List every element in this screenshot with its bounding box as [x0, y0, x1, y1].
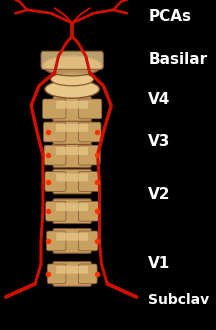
FancyBboxPatch shape — [43, 99, 66, 119]
FancyBboxPatch shape — [56, 203, 88, 211]
FancyBboxPatch shape — [56, 101, 88, 109]
FancyBboxPatch shape — [46, 231, 66, 251]
Text: V3: V3 — [148, 134, 171, 149]
Ellipse shape — [51, 73, 94, 86]
FancyBboxPatch shape — [56, 147, 88, 155]
Text: Basilar: Basilar — [148, 52, 207, 67]
Text: V4: V4 — [148, 91, 171, 107]
FancyBboxPatch shape — [56, 266, 88, 274]
Ellipse shape — [45, 80, 100, 98]
FancyBboxPatch shape — [45, 172, 66, 191]
FancyBboxPatch shape — [53, 143, 92, 168]
FancyBboxPatch shape — [53, 96, 92, 121]
FancyBboxPatch shape — [78, 145, 100, 165]
FancyBboxPatch shape — [78, 264, 97, 284]
Ellipse shape — [43, 56, 102, 76]
FancyBboxPatch shape — [56, 174, 88, 182]
FancyBboxPatch shape — [44, 145, 66, 165]
Text: V2: V2 — [148, 187, 171, 202]
FancyBboxPatch shape — [47, 264, 66, 284]
FancyBboxPatch shape — [78, 231, 98, 251]
Text: PCAs: PCAs — [148, 9, 191, 24]
FancyBboxPatch shape — [53, 199, 92, 224]
FancyBboxPatch shape — [43, 122, 66, 142]
FancyBboxPatch shape — [53, 228, 92, 253]
FancyBboxPatch shape — [53, 261, 92, 286]
FancyBboxPatch shape — [56, 124, 88, 132]
FancyBboxPatch shape — [78, 99, 102, 119]
Text: V1: V1 — [148, 256, 170, 272]
FancyBboxPatch shape — [78, 122, 101, 142]
FancyBboxPatch shape — [78, 201, 99, 221]
FancyBboxPatch shape — [41, 51, 103, 69]
Text: Subclav: Subclav — [148, 293, 209, 307]
FancyBboxPatch shape — [53, 169, 92, 194]
FancyBboxPatch shape — [78, 172, 100, 191]
FancyBboxPatch shape — [46, 201, 66, 221]
FancyBboxPatch shape — [56, 233, 88, 241]
FancyBboxPatch shape — [53, 120, 92, 145]
